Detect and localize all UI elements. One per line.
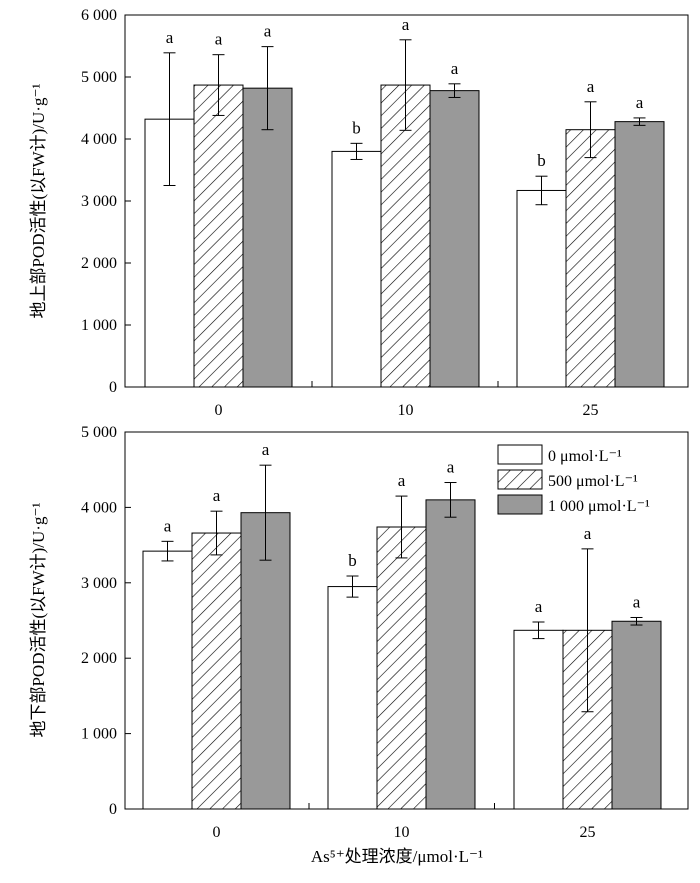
- significance-letter: a: [402, 15, 410, 34]
- x-axis-label: As⁵⁺处理浓度/μmol·L⁻¹: [311, 847, 483, 866]
- significance-letter: a: [166, 28, 174, 47]
- significance-letter: a: [587, 77, 595, 96]
- x-tick-label: 25: [580, 824, 596, 841]
- x-tick-label: 10: [394, 824, 410, 841]
- significance-letter: b: [537, 151, 546, 170]
- bar: [376, 526, 427, 810]
- significance-letter: a: [398, 471, 406, 490]
- bar: [425, 499, 476, 810]
- y-tick-label: 3 000: [81, 193, 117, 210]
- y-tick-label: 0: [109, 801, 117, 818]
- bar: [380, 84, 431, 388]
- legend: 0 μmol·L⁻¹ 500 μmol·L⁻¹ 1 000 μmol·L⁻¹: [497, 444, 650, 515]
- legend-swatch-0: [497, 444, 543, 465]
- y-tick-label: 1 000: [81, 726, 117, 743]
- significance-letter: a: [633, 592, 641, 611]
- x-tick-label: 25: [583, 402, 599, 419]
- legend-label-2: 1 000 μmol·L⁻¹: [548, 498, 650, 515]
- significance-letter: a: [213, 486, 221, 505]
- bar: [513, 629, 564, 810]
- y-tick-label: 2 000: [81, 255, 117, 272]
- top-panel: 0 1 000 2 000 3 000 4 000 5 000 6 000 0 10 25 a b…: [29, 7, 689, 419]
- x-tick-label: 0: [213, 824, 221, 841]
- y-tick-label: 5 000: [81, 424, 117, 441]
- significance-letter: a: [535, 597, 543, 616]
- bar: [191, 532, 242, 810]
- bar: [242, 87, 293, 388]
- y-tick-label: 2 000: [81, 650, 117, 667]
- top-y-axis-ticks: 0 1 000 2 000 3 000 4 000 5 000 6 000: [81, 7, 131, 396]
- bar: [516, 189, 567, 388]
- bottom-y-axis-label: 地下部POD活性(以FW计)/U·g⁻¹: [29, 502, 48, 737]
- legend-label-0: 0 μmol·L⁻¹: [548, 448, 622, 465]
- y-tick-label: 6 000: [81, 7, 117, 24]
- top-y-axis-label: 地上部POD活性(以FW计)/U·g⁻¹: [29, 83, 48, 318]
- significance-letter: a: [451, 59, 459, 78]
- significance-letter: a: [264, 22, 272, 41]
- significance-letter: a: [215, 30, 223, 49]
- bottom-y-axis-ticks: 0 1 000 2 000 3 000 4 000 5 000: [81, 424, 131, 818]
- significance-letter: a: [262, 440, 270, 459]
- bar: [240, 512, 291, 810]
- x-tick-label: 10: [398, 402, 414, 419]
- bottom-x-axis-ticks: 0 10 25: [213, 803, 596, 841]
- bar: [611, 620, 662, 810]
- y-tick-label: 4 000: [81, 499, 117, 516]
- significance-letter: a: [164, 516, 172, 535]
- significance-letter: a: [636, 93, 644, 112]
- y-tick-label: 3 000: [81, 575, 117, 592]
- significance-letter: b: [352, 118, 361, 137]
- bar: [193, 84, 244, 388]
- bar: [331, 150, 382, 388]
- x-tick-label: 0: [215, 402, 223, 419]
- top-x-axis-ticks: 0 10 25: [215, 381, 599, 419]
- bar: [565, 129, 616, 388]
- legend-label-1: 500 μmol·L⁻¹: [548, 473, 638, 490]
- bar: [327, 586, 378, 810]
- y-tick-label: 0: [109, 379, 117, 396]
- top-bars-group: a b b a a a a a a: [144, 15, 665, 388]
- significance-letter: a: [447, 458, 455, 477]
- legend-swatch-1: [497, 469, 543, 490]
- bar: [614, 121, 665, 388]
- bottom-bars-group: a b a a a a a a a: [142, 440, 662, 810]
- significance-letter: a: [584, 524, 592, 543]
- y-tick-label: 5 000: [81, 69, 117, 86]
- y-tick-label: 4 000: [81, 131, 117, 148]
- y-tick-label: 1 000: [81, 317, 117, 334]
- significance-letter: b: [348, 551, 357, 570]
- bar: [142, 550, 193, 810]
- legend-swatch-2: [497, 494, 543, 515]
- bar: [429, 90, 480, 388]
